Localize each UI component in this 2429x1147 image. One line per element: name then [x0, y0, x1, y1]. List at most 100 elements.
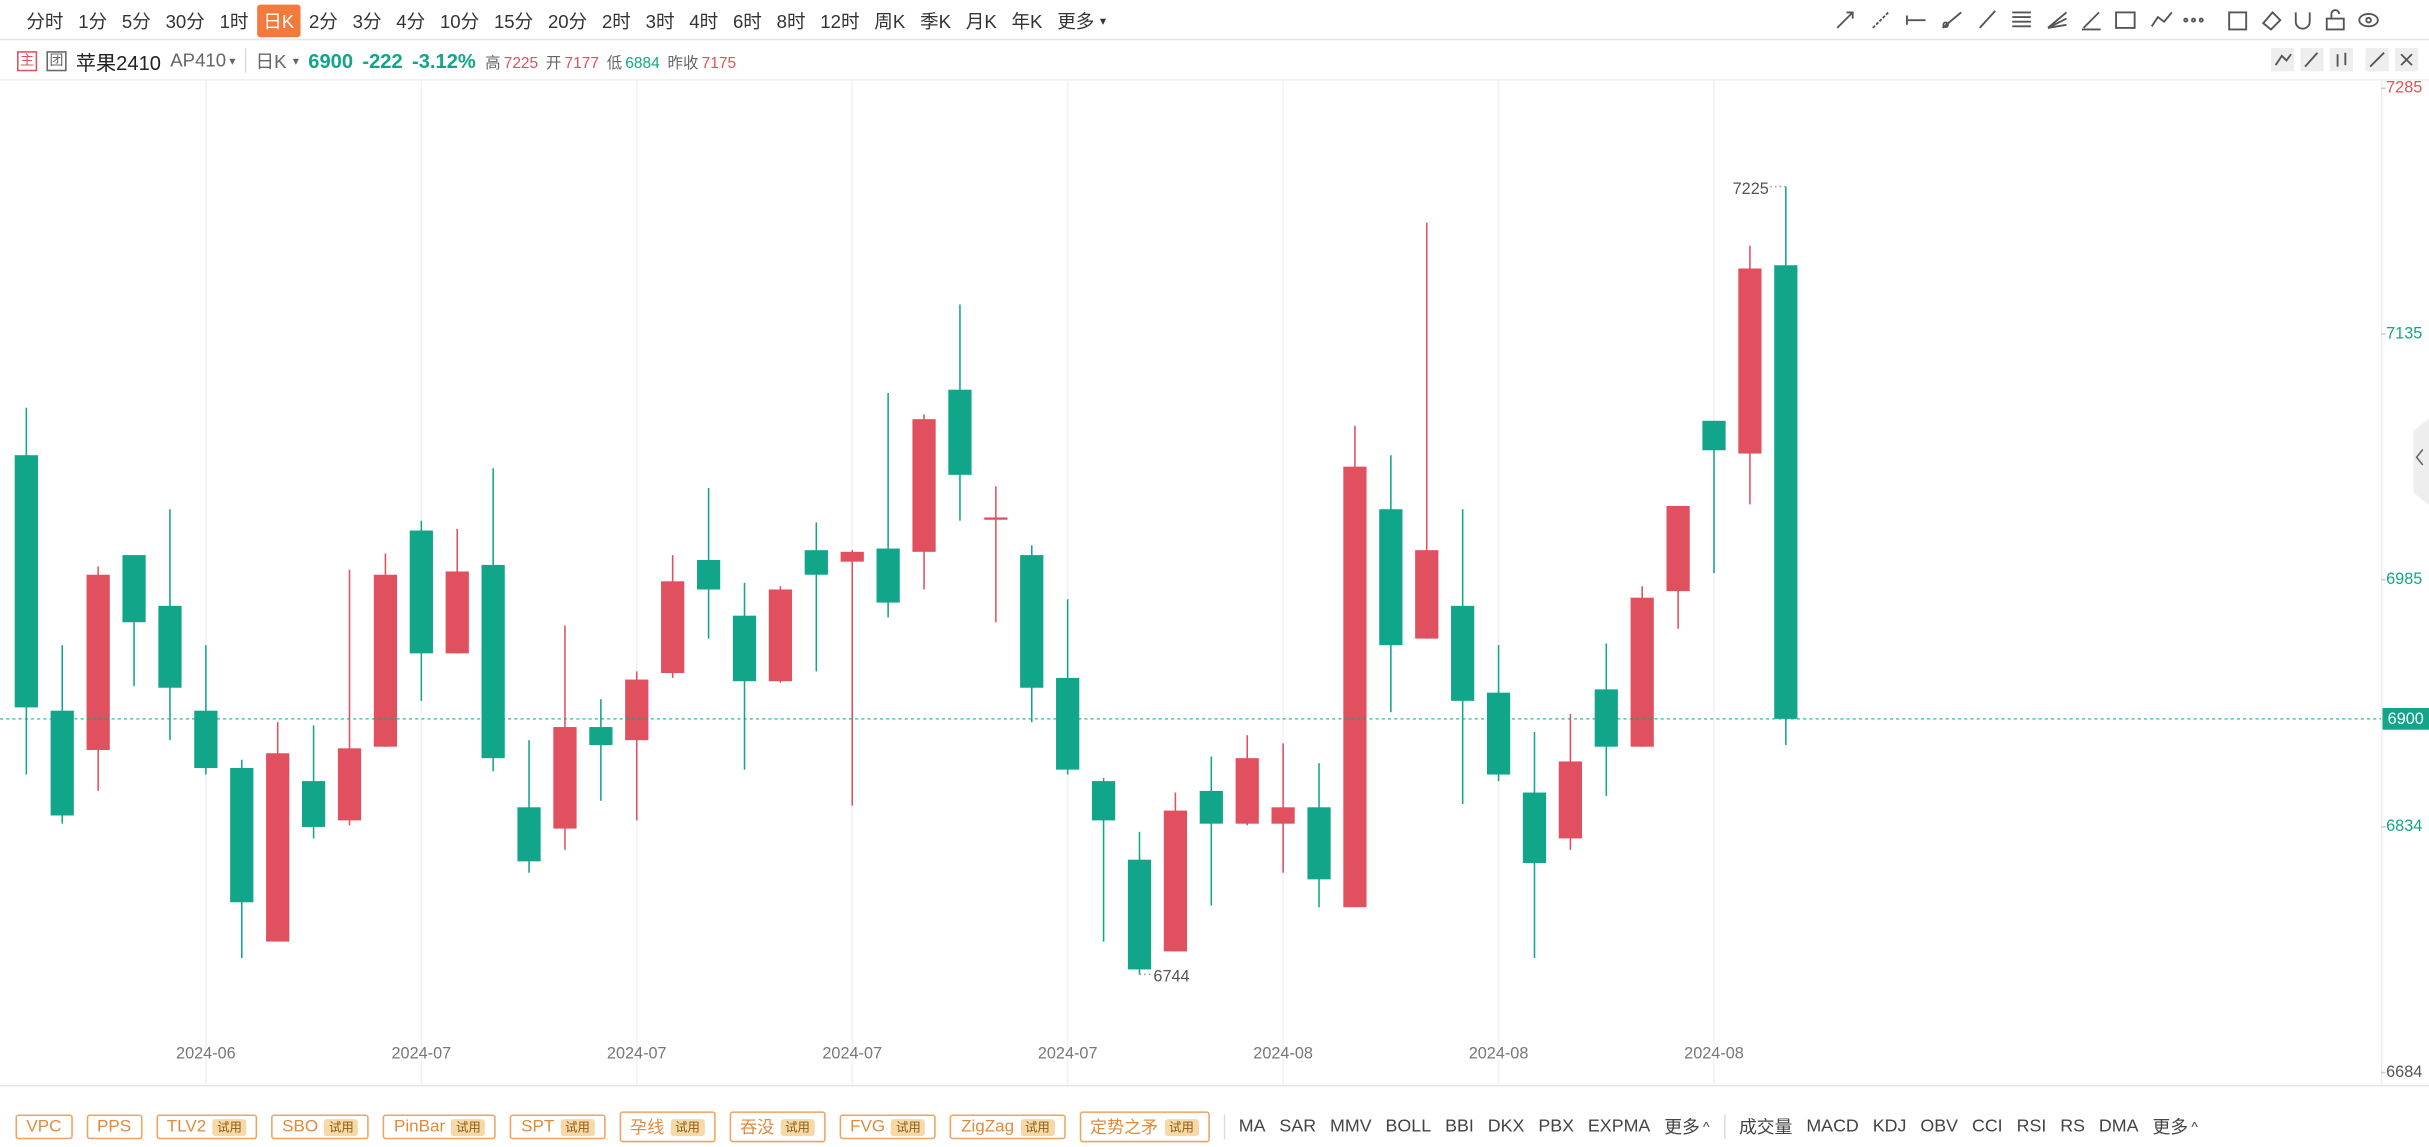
indicator-tag[interactable]: SPT 试用	[510, 1114, 606, 1140]
tag-badge: 试用	[891, 1118, 926, 1136]
indicator[interactable]: DKX	[1487, 1117, 1525, 1137]
indicator-tag[interactable]: PPS	[86, 1114, 142, 1140]
separator	[1223, 1114, 1225, 1140]
candle-body	[337, 748, 362, 821]
period-button[interactable]: 4分	[396, 10, 426, 32]
indicator[interactable]: BOLL	[1385, 1117, 1432, 1137]
candle-body	[1666, 505, 1690, 592]
indicator[interactable]: BBI	[1445, 1117, 1474, 1137]
period-button[interactable]: 6时	[732, 10, 762, 32]
y-tick-label: 6684	[2386, 1063, 2422, 1081]
indicator-tag[interactable]: 定势之矛 试用	[1079, 1111, 1210, 1143]
indicator[interactable]: RSI	[2016, 1117, 2047, 1137]
period-button[interactable]: 4时	[689, 10, 719, 32]
indicator[interactable]: CCI	[1971, 1117, 2003, 1137]
indicator[interactable]: 成交量	[1738, 1119, 1793, 1138]
indicator-tag[interactable]: 孕线 试用	[619, 1111, 716, 1143]
period-button[interactable]: 1时	[219, 10, 249, 32]
period-button[interactable]: 8时	[776, 10, 806, 32]
indicator-tag[interactable]: VPC	[15, 1114, 73, 1140]
caret: ^	[1702, 1119, 1710, 1135]
period-button[interactable]: 分时	[26, 10, 64, 32]
stat-value: 7177	[564, 55, 599, 73]
tag-badge: 试用	[670, 1118, 705, 1136]
period-button[interactable]: 2分	[308, 10, 338, 32]
indicator-tag[interactable]: TLV2 试用	[155, 1114, 258, 1140]
candle-body	[1630, 597, 1654, 747]
stat: 低 6884	[607, 49, 660, 72]
stat: 开 7177	[546, 49, 599, 72]
period-button[interactable]: 更多	[1057, 10, 1095, 32]
candle-body	[1702, 420, 1726, 451]
change-pct: -3.12%	[411, 48, 476, 73]
main-icon[interactable]: 主	[17, 50, 38, 71]
stat-value: 7225	[503, 55, 539, 73]
tag-name: ZigZag	[961, 1117, 1015, 1137]
period-button[interactable]: 15分	[493, 10, 534, 32]
candle-body	[86, 574, 110, 750]
candle-body	[804, 550, 828, 575]
indicator[interactable]: 更多	[2152, 1119, 2189, 1138]
period-button[interactable]: 1分	[78, 10, 108, 32]
period-button[interactable]: 20分	[547, 10, 588, 32]
period-button[interactable]: 季K	[920, 10, 952, 32]
period-button[interactable]: 年K	[1011, 10, 1043, 32]
candle-body	[194, 710, 218, 768]
period-button[interactable]: 3分	[352, 10, 382, 32]
period[interactable]: 日K	[255, 50, 287, 73]
indicator-tag[interactable]: FVG 试用	[839, 1114, 937, 1140]
tag-name: 孕线	[630, 1119, 665, 1138]
symbol-code[interactable]: AP410	[170, 49, 227, 72]
period-button[interactable]: 3时	[645, 10, 675, 32]
period-button[interactable]: 5分	[121, 10, 151, 32]
indicator[interactable]: SAR	[1279, 1117, 1317, 1137]
tag-badge: 试用	[560, 1118, 595, 1136]
tag-badge: 试用	[324, 1118, 359, 1136]
indicator-bar: VPC PPS TLV2 试用 SBO 试用 PinBar 试用 SPT 试用 孕线 试用 吞没 试用 FV…	[15, 1111, 2198, 1143]
indicator[interactable]: RS	[2060, 1117, 2085, 1137]
candle-body	[732, 615, 757, 682]
price-tag-label: 6900	[2388, 710, 2424, 728]
change: -222	[362, 48, 403, 73]
candle-body	[1163, 810, 1188, 952]
indicator[interactable]: KDJ	[1872, 1117, 1907, 1137]
drawing-tools[interactable]	[1836, 9, 2419, 72]
tag-name: FVG	[850, 1117, 886, 1137]
period-button[interactable]: 周K	[874, 10, 906, 32]
period-button[interactable]: 日K	[257, 3, 301, 37]
period-button[interactable]: 12时	[820, 10, 860, 32]
indicator[interactable]: PBX	[1538, 1117, 1574, 1137]
tag-name: 定势之矛	[1090, 1119, 1159, 1138]
candle-body	[912, 419, 936, 552]
indicator[interactable]: OBV	[1920, 1117, 1959, 1137]
stat-label: 昨收	[667, 55, 699, 73]
indicator[interactable]: DMA	[2098, 1117, 2139, 1137]
price: 6900	[308, 48, 354, 73]
period-button[interactable]: 2时	[601, 10, 631, 32]
group-icon[interactable]: 团	[46, 50, 67, 71]
indicator-tag[interactable]: ZigZag 试用	[950, 1114, 1066, 1140]
candle-body	[696, 560, 721, 590]
indicator[interactable]: EXPMA	[1587, 1117, 1651, 1137]
indicator-tag[interactable]: SBO 试用	[271, 1114, 370, 1140]
period-button[interactable]: 10分	[439, 10, 480, 32]
indicator[interactable]: 更多	[1664, 1119, 1700, 1138]
indicator[interactable]: MMV	[1330, 1117, 1372, 1137]
caret: ▾	[1099, 13, 1107, 28]
x-tick-label: 2024-06	[176, 1044, 236, 1062]
indicator[interactable]: MA	[1238, 1117, 1266, 1137]
y-tick-label: 6985	[2386, 570, 2422, 588]
stat-value: 7175	[701, 55, 737, 73]
period-button[interactable]: 30分	[165, 10, 205, 32]
period-button[interactable]: 月K	[965, 10, 997, 32]
stat-label: 高	[485, 55, 501, 73]
indicator-tag[interactable]: PinBar 试用	[383, 1114, 497, 1140]
candle-body	[1127, 859, 1152, 970]
price-tag	[2382, 708, 2429, 730]
tag-badge: 试用	[1020, 1118, 1055, 1136]
x-tick-label: 2024-08	[1253, 1044, 1313, 1062]
stat: 昨收 7175	[668, 49, 737, 72]
candle-body	[301, 781, 326, 827]
indicator-tag[interactable]: 吞没 试用	[729, 1111, 826, 1143]
indicator[interactable]: MACD	[1806, 1117, 1859, 1137]
